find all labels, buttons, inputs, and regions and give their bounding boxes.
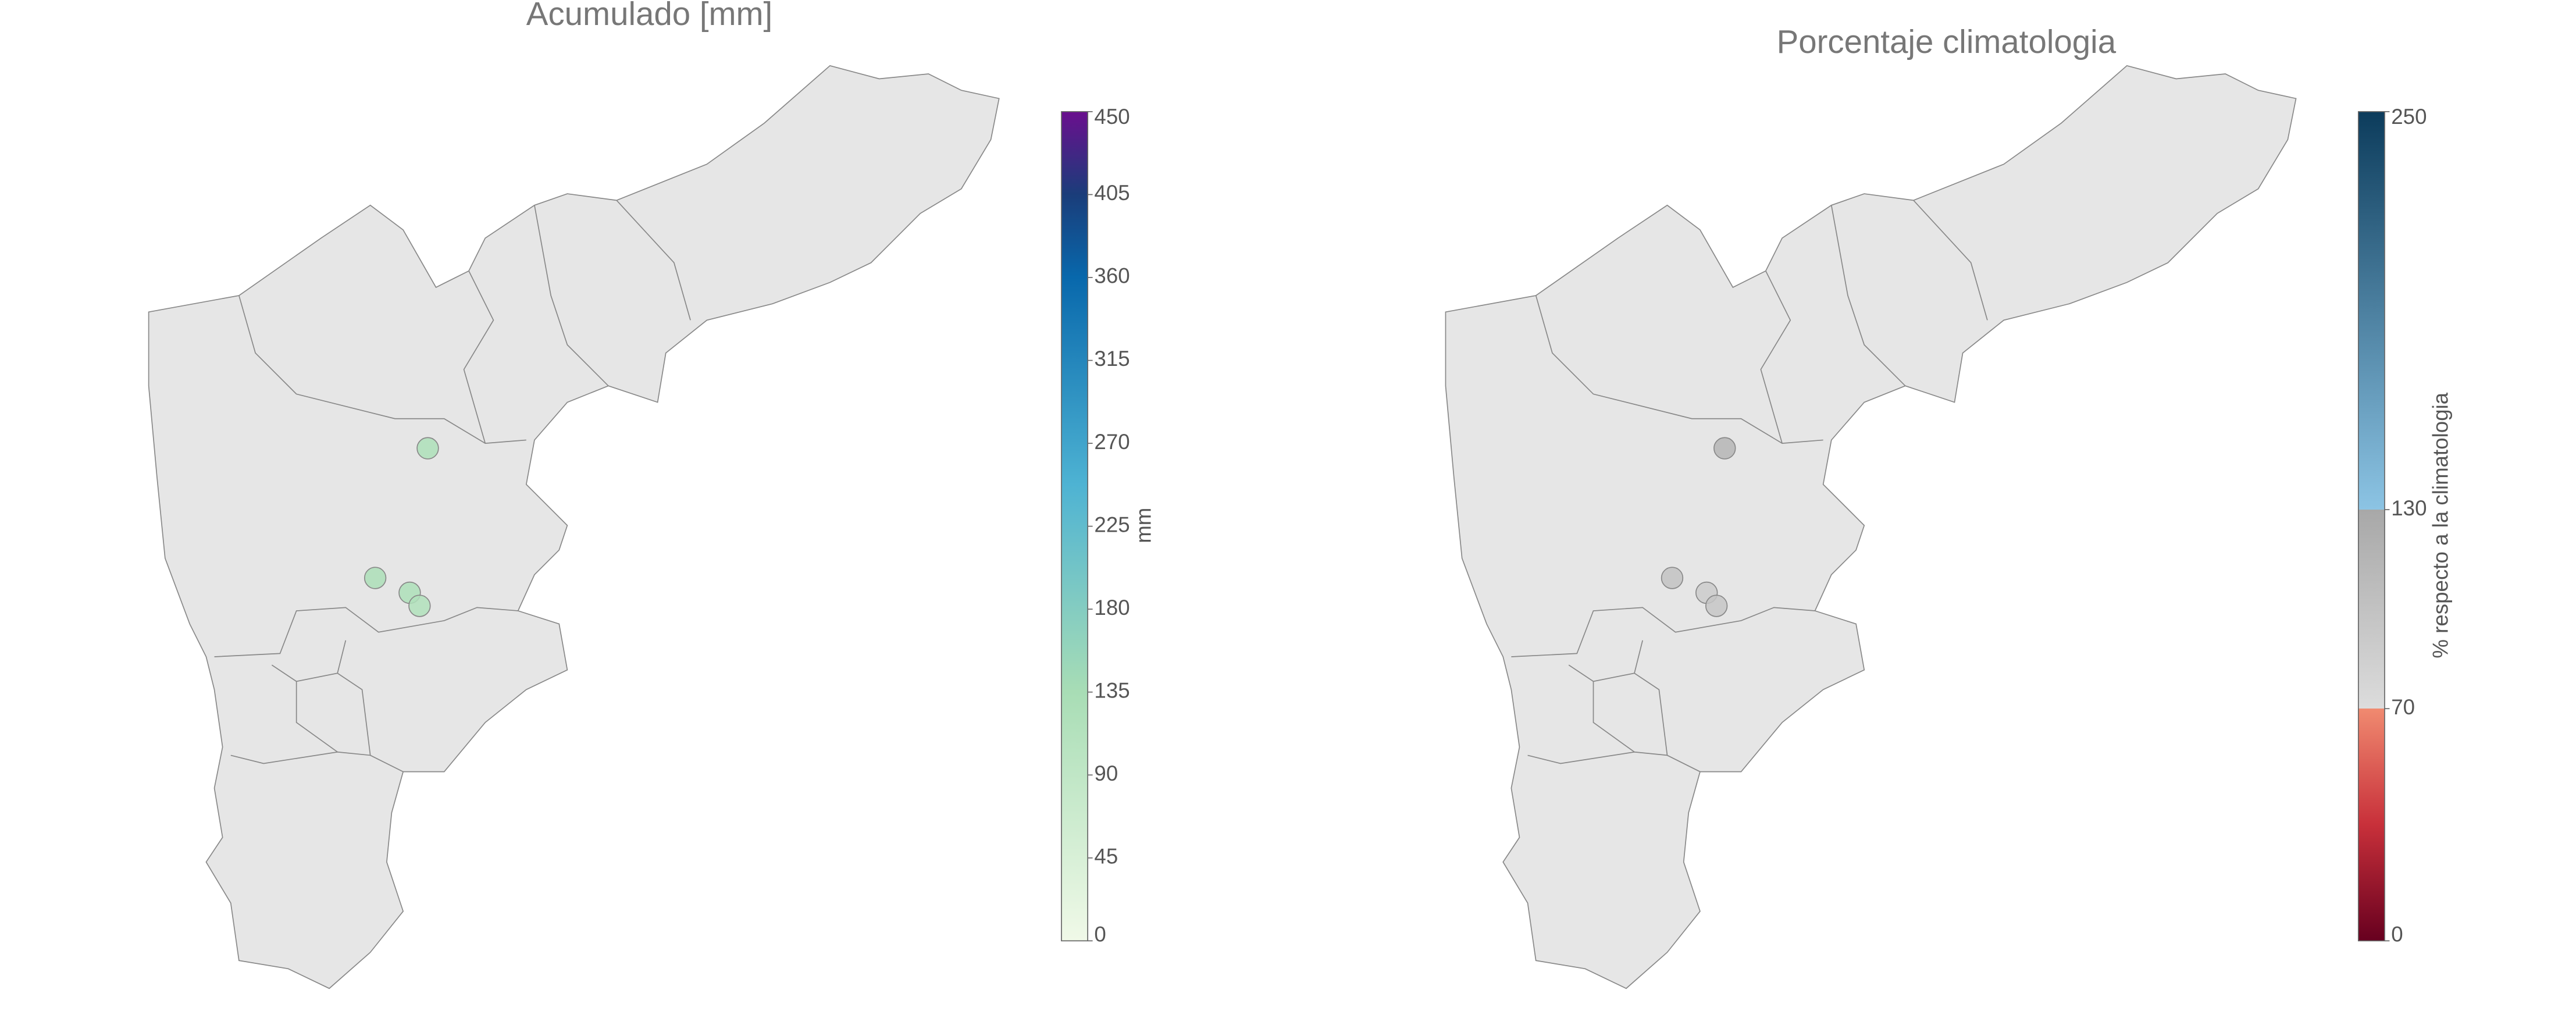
colorbar-tick-label: 90	[1094, 761, 1118, 785]
colorbar	[1061, 111, 1088, 942]
colorbar-tick-label: 450	[1094, 105, 1130, 129]
colorbar-tick-label: 270	[1094, 430, 1130, 454]
colorbar-label: mm	[1132, 508, 1156, 543]
colorbar-tick-label: 70	[2391, 695, 2415, 719]
station-marker	[408, 595, 431, 617]
station-marker	[1705, 595, 1728, 617]
basin-map	[148, 65, 1000, 989]
map-title: Porcentaje climatologia	[1777, 23, 2117, 60]
station-marker	[416, 437, 439, 460]
colorbar-tick-label: 135	[1094, 678, 1130, 702]
colorbar-tick-label: 180	[1094, 596, 1130, 620]
colorbar-tick-label: 250	[2391, 105, 2427, 129]
colorbar-tick-label: 225	[1094, 512, 1130, 536]
station-marker	[1713, 437, 1736, 460]
map-title: Acumulado [mm]	[526, 0, 772, 32]
station-marker	[364, 567, 387, 589]
colorbar-tick-label: 130	[2391, 496, 2427, 520]
colorbar-tick-label: 405	[1094, 181, 1130, 205]
colorbar-tick-label: 45	[1094, 844, 1118, 868]
colorbar-tick-label: 360	[1094, 264, 1130, 288]
station-marker	[1661, 567, 1684, 589]
colorbar-tick-label: 0	[2391, 923, 2403, 946]
colorbar-label: % respecto a la climatologia	[2428, 392, 2452, 658]
colorbar-tick-label: 315	[1094, 347, 1130, 371]
colorbar-tick-label: 0	[1094, 923, 1106, 946]
basin-map	[1445, 65, 2297, 989]
colorbar	[2357, 111, 2385, 942]
